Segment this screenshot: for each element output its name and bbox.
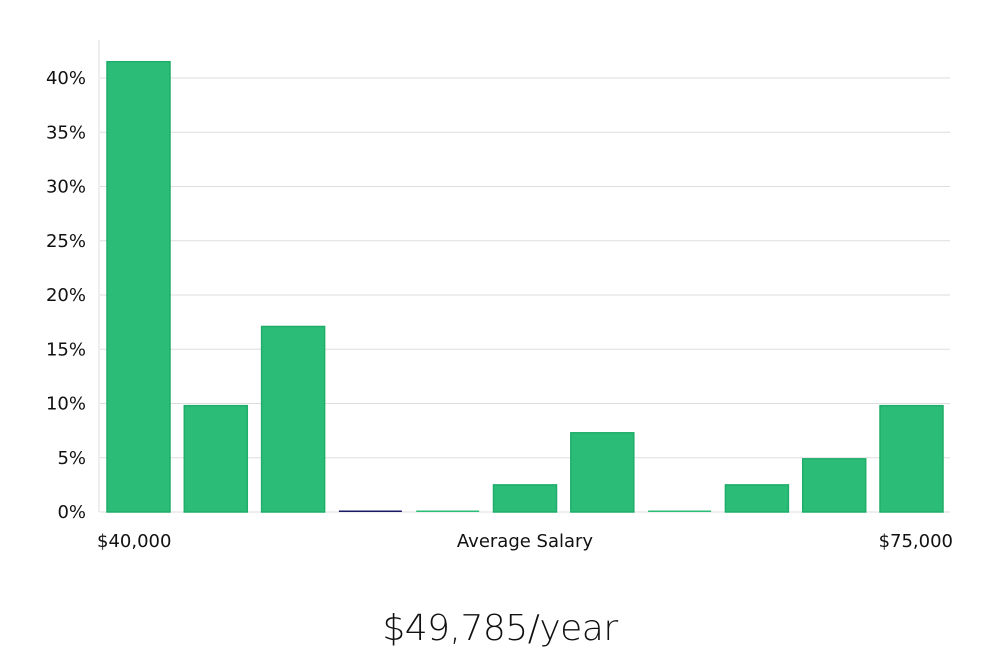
bars (106, 60, 944, 513)
salary-histogram: 0% 5% 10% 15% 20% 25% 30% 35% 40% $40,000 Averag… (46, 40, 953, 552)
y-tick-label-40: 40% (46, 68, 86, 89)
x-label-max: $75,000 (879, 531, 953, 552)
bar-10 (801, 458, 867, 513)
y-tick-label-15: 15% (46, 339, 86, 360)
y-tick-label-25: 25% (46, 231, 86, 252)
bar-11 (879, 404, 944, 513)
y-tick-label-10: 10% (46, 394, 86, 415)
bar-7 (570, 432, 635, 513)
y-tick-label-30: 30% (46, 177, 86, 198)
bar-2 (183, 404, 249, 513)
bar-5 (416, 510, 480, 512)
bar-9 (724, 484, 790, 513)
y-tick-label-5: 5% (57, 448, 86, 469)
x-label-center: Average Salary (457, 531, 594, 552)
y-tick-label-35: 35% (46, 122, 86, 143)
y-tick-label-0: 0% (57, 502, 86, 523)
average-salary-value: $49,785/year (382, 608, 618, 649)
x-label-min: $40,000 (97, 531, 171, 552)
y-tick-labels: 0% 5% 10% 15% 20% 25% 30% 35% 40% (46, 68, 86, 523)
bar-3 (260, 325, 326, 513)
bar-6 (492, 484, 558, 513)
y-tick-label-20: 20% (46, 285, 86, 306)
bar-8 (648, 510, 712, 512)
bar-4 (338, 510, 402, 512)
bar-1 (106, 60, 171, 513)
